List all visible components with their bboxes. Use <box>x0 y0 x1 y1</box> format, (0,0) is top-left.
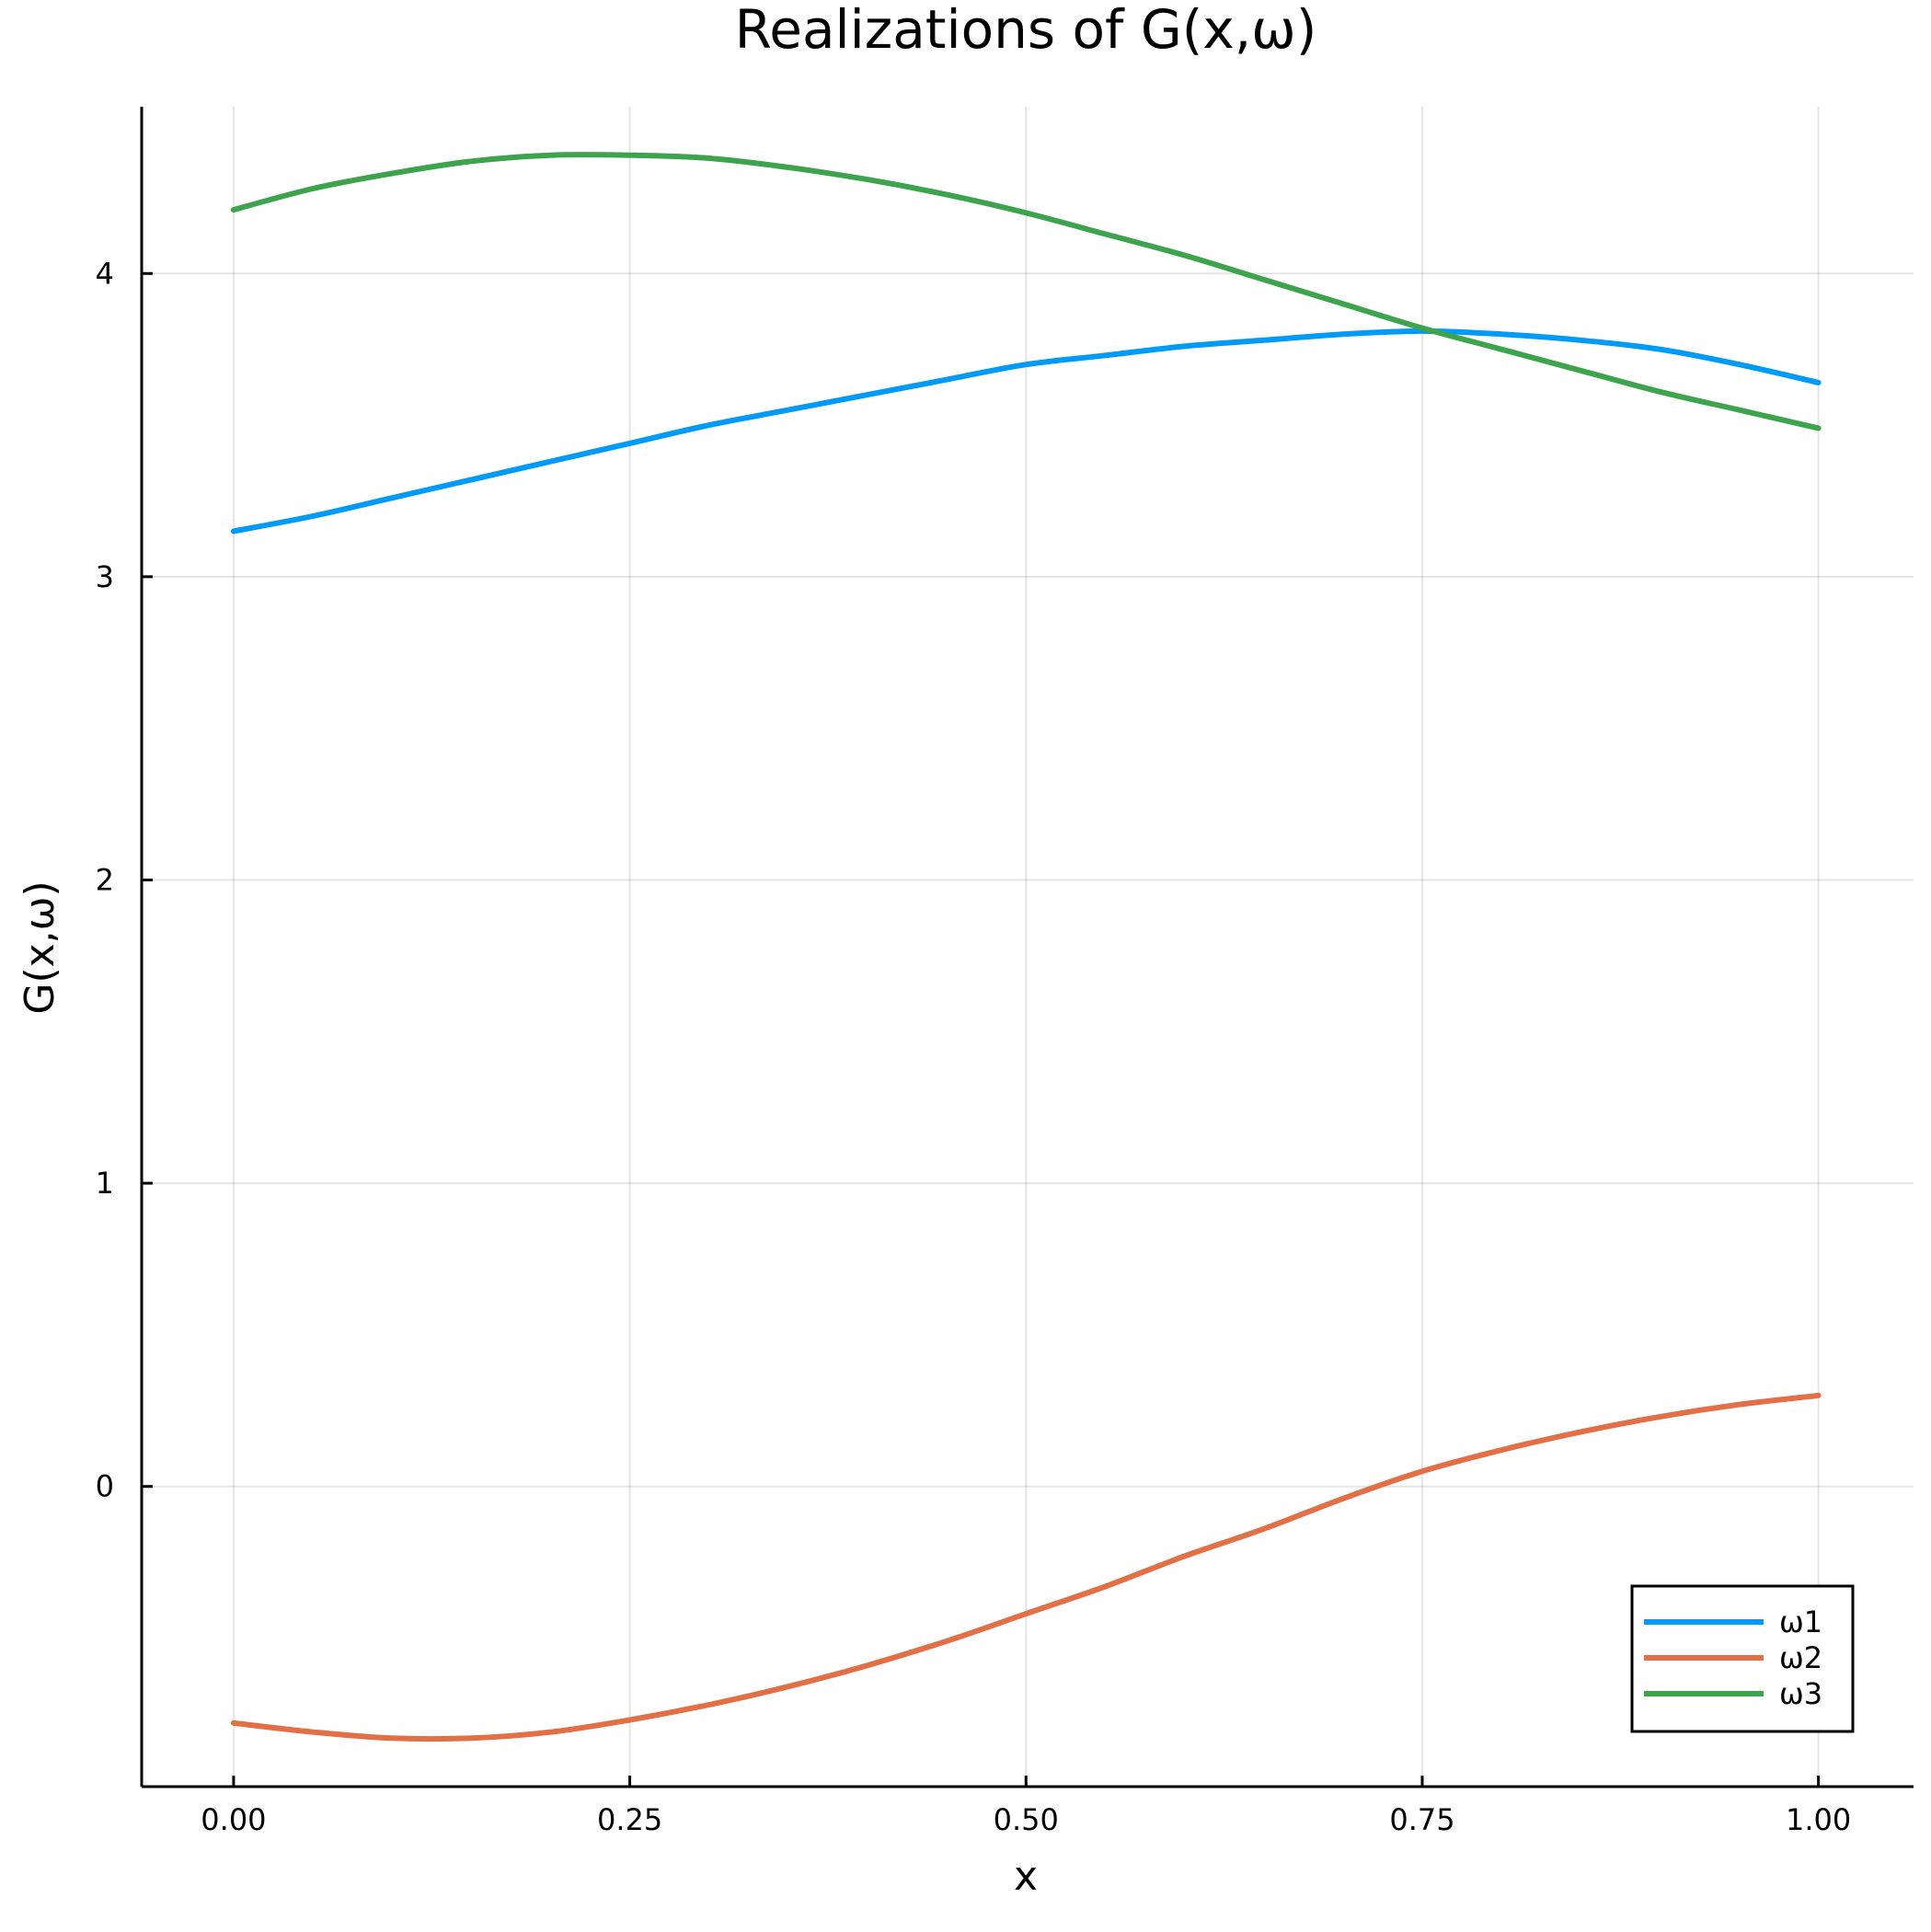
x-tick-label: 0.00 <box>201 1802 266 1837</box>
y-axis-label: G(x,ω) <box>17 880 63 1014</box>
y-tick-label: 0 <box>96 1469 114 1504</box>
legend-label: ω2 <box>1779 1640 1822 1675</box>
series-line-3 <box>230 152 1822 431</box>
y-tick-label: 4 <box>96 256 114 291</box>
chart-title: Realizations of G(x,ω) <box>735 0 1317 61</box>
y-tick-label: 2 <box>96 862 114 897</box>
series-line-1 <box>230 328 1822 535</box>
x-tick-label: 0.50 <box>994 1802 1059 1837</box>
legend-label: ω3 <box>1779 1676 1822 1711</box>
x-ticks: 0.00 0.25 0.50 0.75 1.00 <box>201 1776 1851 1837</box>
series-layer <box>230 152 1822 1742</box>
legend-label: ω1 <box>1779 1604 1822 1639</box>
x-axis-label: x <box>1014 1853 1038 1900</box>
x-tick-label: 0.25 <box>597 1802 662 1837</box>
x-tick-label: 1.00 <box>1786 1802 1851 1837</box>
y-tick-label: 3 <box>96 559 114 594</box>
x-tick-label: 0.75 <box>1389 1802 1454 1837</box>
y-ticks: 0 1 2 3 4 <box>96 256 153 1504</box>
gridlines <box>142 107 1914 1787</box>
axes <box>140 107 1914 1788</box>
series-line-2 <box>230 1392 1822 1742</box>
y-tick-label: 1 <box>96 1166 114 1201</box>
